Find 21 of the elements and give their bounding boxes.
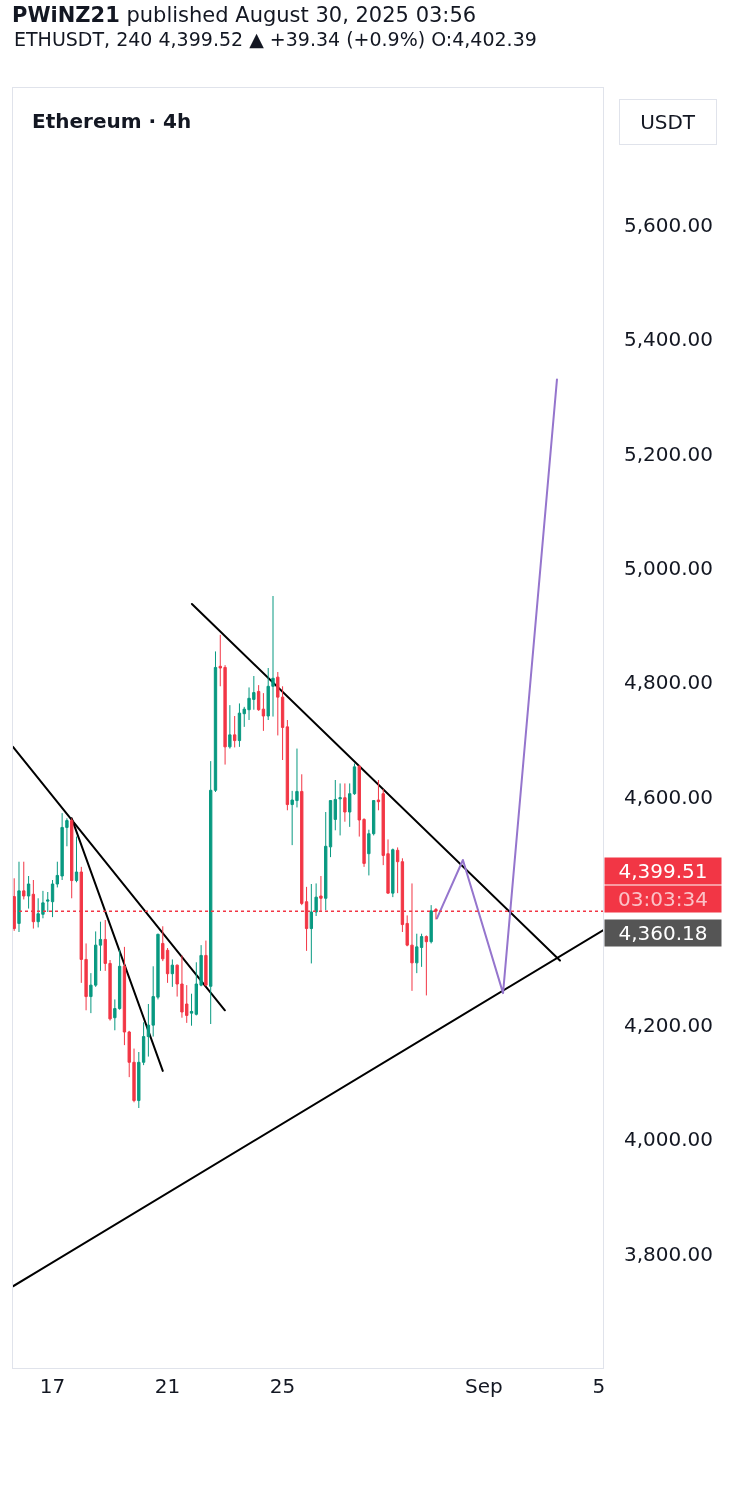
chart-subtitle: ETHUSDT, 240 4,399.52 ▲ +39.34 (+0.9%) O:4,402.39	[14, 28, 537, 50]
text: 4,360.18	[618, 921, 708, 945]
y-tick-label: 4,600.00	[624, 784, 714, 809]
y-tick-label: 5,600.00	[624, 213, 714, 238]
y-tick-label: 5,400.00	[624, 327, 714, 352]
x-tick-label: 21	[154, 1374, 181, 1398]
y-tick-label: 5,200.00	[624, 441, 714, 466]
x-tick-label: 17	[39, 1374, 66, 1398]
ref-line-label: 4,399.51	[618, 859, 708, 883]
y-tick-label: 4,000.00	[624, 1127, 714, 1152]
y-tick-label: 4,200.00	[624, 1013, 714, 1038]
text: 03:03:34	[618, 887, 708, 911]
annotation: Ethereum · 4h	[32, 109, 192, 133]
y-tick-label: 3,800.00	[624, 1241, 714, 1266]
x-tick-label: Sep	[465, 1374, 503, 1398]
text: USDT	[640, 110, 696, 134]
y-tick-label: 4,800.00	[624, 670, 714, 695]
x-tick-label: 5	[592, 1374, 606, 1398]
x-tick-label: 25	[269, 1374, 296, 1398]
chart-title: PWiNZ21 published August 30, 2025 03:56	[12, 3, 477, 28]
y-tick-label: 5,000.00	[624, 556, 714, 580]
